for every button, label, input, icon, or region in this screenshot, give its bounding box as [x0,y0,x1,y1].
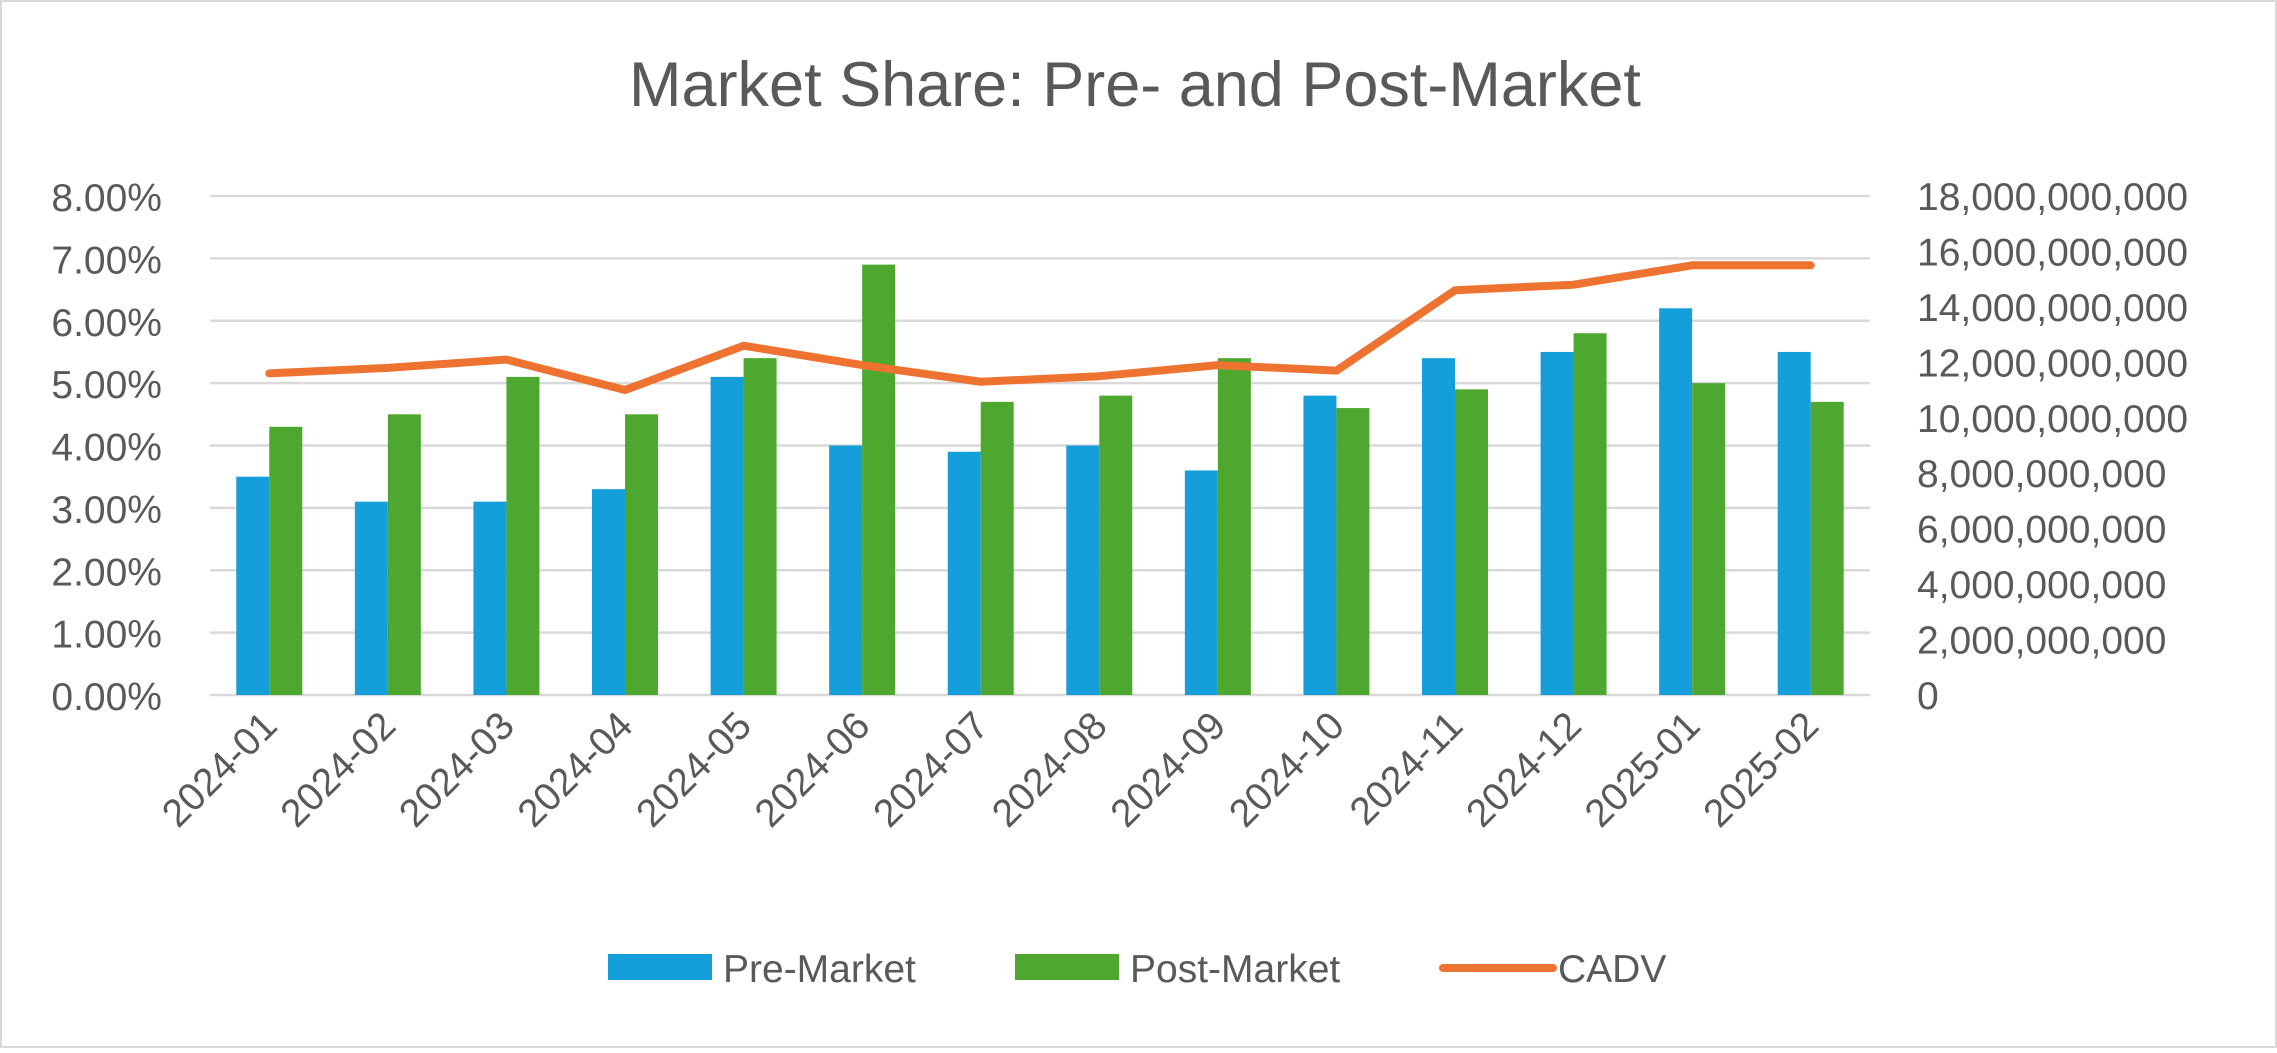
right-tick-label: 16,000,000,000 [1917,231,2188,274]
bar-post-market [1810,401,1844,695]
bar-post-market [1217,358,1251,695]
left-tick-label: 4.00% [51,427,162,470]
right-tick-label: 4,000,000,000 [1917,564,2166,607]
line-series [265,261,1815,395]
bar-post-market [1099,395,1133,695]
legend-label: CADV [1558,948,1666,991]
bar-post-market [506,376,540,695]
bar-pre-market [1184,470,1218,695]
bar-pre-market [1659,308,1693,695]
bar-post-market [980,401,1014,695]
line-cadv [265,261,1815,395]
bar-post-market [1573,333,1607,695]
right-tick-label: 2,000,000,000 [1917,620,2166,663]
right-tick-label: 12,000,000,000 [1917,342,2188,385]
left-tick-label: 1.00% [51,614,162,657]
bar-post-market [269,426,303,695]
left-tick-label: 8.00% [51,177,162,220]
bar-pre-market [1777,351,1811,695]
left-tick-label: 3.00% [51,489,162,532]
bar-pre-market [1422,358,1455,695]
right-axis: 0 2,000,000,000 4,000,000,000 6,000,000,000… [1917,176,2188,718]
legend-label: Post-Market [1130,948,1340,991]
bar-pre-market [947,451,981,695]
bar-post-market [1336,408,1370,695]
bar-pre-market [829,445,863,695]
right-tick-label: 14,000,000,000 [1917,287,2188,330]
right-tick-label: 8,000,000,000 [1917,453,2166,496]
right-tick-label: 0 [1917,675,1939,718]
left-axis: 0.00% 1.00% 2.00% 3.00% 4.00% 5.00% 6.00% 7.00%… [51,177,162,719]
bar-post-market [862,264,896,695]
bar-pre-market [1066,445,1100,695]
left-tick-label: 6.00% [51,302,162,345]
bar-pre-market [236,476,270,695]
bar-post-market [1455,389,1488,695]
bar-post-market [387,414,421,695]
bar-pre-market [592,489,625,695]
bar-post-market [1692,383,1726,695]
bar-post-market [625,414,658,695]
left-tick-label: 0.00% [51,676,162,719]
right-tick-label: 18,000,000,000 [1917,176,2188,219]
legend-label: Pre-Market [723,948,916,991]
left-tick-label: 7.00% [51,239,162,282]
left-tick-label: 2.00% [51,551,162,594]
bar-pre-market [1303,395,1337,695]
left-tick-label: 5.00% [51,364,162,407]
bar-pre-market [473,501,507,695]
right-tick-label: 10,000,000,000 [1917,398,2188,441]
right-tick-label: 6,000,000,000 [1917,509,2166,552]
legend: Pre-Market Post-Market CADV [608,948,1666,991]
legend-swatch [608,954,712,980]
chart-title: Market Share: Pre- and Post-Market [629,50,1641,120]
legend-swatch [1015,954,1119,980]
bars [236,264,1844,695]
bar-pre-market [1540,351,1574,695]
bar-pre-market [354,501,388,695]
bar-pre-market [710,376,744,695]
bar-post-market [743,358,777,695]
